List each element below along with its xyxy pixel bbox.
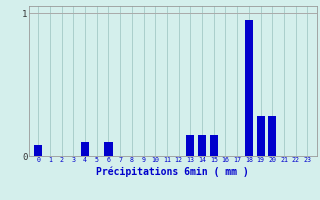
Bar	[104, 142, 113, 156]
Bar	[186, 135, 195, 156]
X-axis label: Précipitations 6min ( mm ): Précipitations 6min ( mm )	[96, 166, 249, 177]
Bar	[210, 135, 218, 156]
Bar	[198, 135, 206, 156]
Bar	[81, 142, 89, 156]
Bar	[268, 116, 276, 156]
Bar	[257, 116, 265, 156]
Bar	[34, 145, 42, 156]
Bar	[245, 20, 253, 156]
